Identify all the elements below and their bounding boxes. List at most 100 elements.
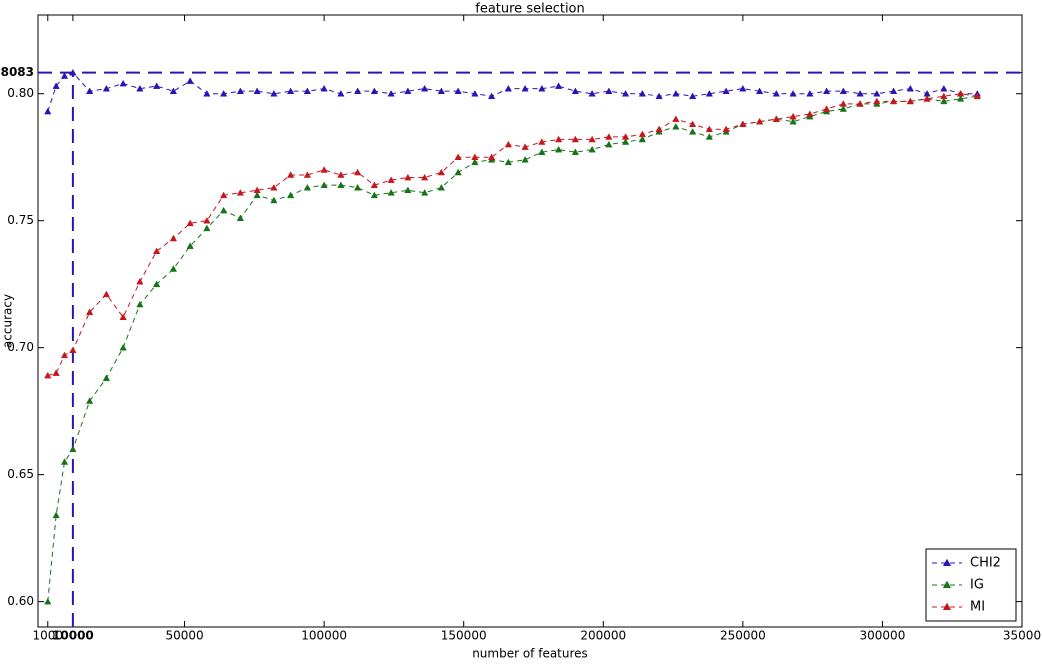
data-point: [605, 133, 613, 140]
data-point: [554, 135, 563, 143]
data-point: [454, 153, 462, 161]
legend-label: CHI2: [970, 556, 1001, 571]
data-point: [203, 90, 211, 97]
data-point: [437, 168, 445, 176]
data-point: [504, 158, 512, 166]
data-point: [806, 110, 814, 117]
data-point: [186, 77, 194, 84]
data-point: [153, 82, 161, 89]
y-tick-label: 0.75: [7, 213, 34, 227]
data-point: [52, 82, 60, 89]
data-point: [44, 597, 52, 605]
data-point: [236, 87, 245, 94]
data-point: [102, 84, 111, 92]
data-point: [705, 90, 713, 97]
data-point: [571, 87, 579, 94]
data-point: [873, 90, 881, 97]
data-point: [270, 196, 278, 204]
data-point: [906, 97, 914, 105]
data-point: [370, 191, 378, 199]
data-point: [60, 72, 69, 79]
data-point: [169, 87, 178, 94]
data-point: [119, 343, 127, 351]
data-point: [822, 105, 831, 112]
data-point: [44, 371, 52, 379]
data-point: [454, 87, 462, 94]
legend-marker: [942, 580, 952, 589]
data-point: [906, 84, 914, 92]
data-point: [370, 87, 378, 94]
data-point: [220, 90, 228, 97]
data-point: [789, 117, 797, 125]
data-point: [370, 181, 378, 188]
data-point: [60, 458, 69, 465]
x-tick-label: 35000: [1003, 629, 1041, 643]
x-tick-label: 250000: [720, 629, 766, 643]
data-point: [839, 100, 847, 107]
data-point: [538, 138, 546, 145]
data-point: [354, 183, 362, 191]
data-point: [772, 90, 780, 97]
data-point: [504, 84, 512, 92]
x-axis-label: number of features: [472, 647, 588, 661]
data-point: [956, 95, 965, 102]
data-point: [86, 308, 94, 315]
data-point: [354, 168, 362, 176]
data-point: [839, 87, 847, 94]
legend-label: IG: [970, 578, 984, 593]
data-point: [621, 133, 630, 140]
data-point: [387, 90, 395, 97]
data-point: [471, 90, 479, 97]
data-point: [571, 135, 579, 143]
data-point: [220, 191, 228, 199]
x-tick-label: 150000: [441, 629, 487, 643]
x-tick-label: 200000: [580, 629, 626, 643]
data-point: [203, 216, 211, 224]
data-point: [806, 90, 814, 97]
data-point: [839, 105, 847, 112]
data-point: [136, 84, 144, 92]
data-point: [521, 84, 529, 92]
data-point: [454, 168, 462, 176]
plot-frame: [37, 14, 1023, 628]
data-point: [856, 90, 864, 97]
data-point: [538, 84, 546, 92]
data-point: [789, 112, 797, 120]
data-point: [169, 234, 178, 242]
data-point: [69, 445, 77, 453]
data-point: [186, 242, 194, 249]
data-point: [873, 97, 881, 105]
data-point: [638, 90, 646, 97]
data-point: [688, 92, 697, 100]
data-point: [605, 140, 613, 148]
data-point: [287, 191, 295, 199]
data-point: [102, 290, 111, 298]
series-line: [47, 93, 978, 377]
data-point: [119, 79, 127, 87]
data-point: [605, 87, 613, 94]
data-point: [739, 84, 747, 92]
data-point: [236, 189, 245, 196]
data-point: [437, 183, 445, 191]
legend: CHI2 IG MI: [925, 548, 1017, 622]
data-point: [521, 143, 529, 150]
data-point: [739, 120, 747, 128]
data-point: [940, 92, 948, 100]
data-point: [538, 148, 546, 155]
x-tick-label: 50000: [165, 629, 203, 643]
data-point: [672, 123, 680, 130]
data-point: [571, 148, 579, 155]
data-point: [404, 186, 412, 194]
data-point: [889, 87, 898, 94]
chart-title: feature selection: [475, 2, 585, 17]
y-tick-label: 0.60: [7, 594, 34, 608]
data-point: [722, 87, 730, 94]
data-point: [60, 351, 69, 359]
data-point: [940, 97, 948, 105]
data-point: [69, 346, 77, 354]
data-point: [588, 135, 596, 143]
data-point: [420, 189, 429, 196]
data-point: [44, 107, 52, 115]
y-tick-label: 0.8083: [0, 65, 34, 79]
